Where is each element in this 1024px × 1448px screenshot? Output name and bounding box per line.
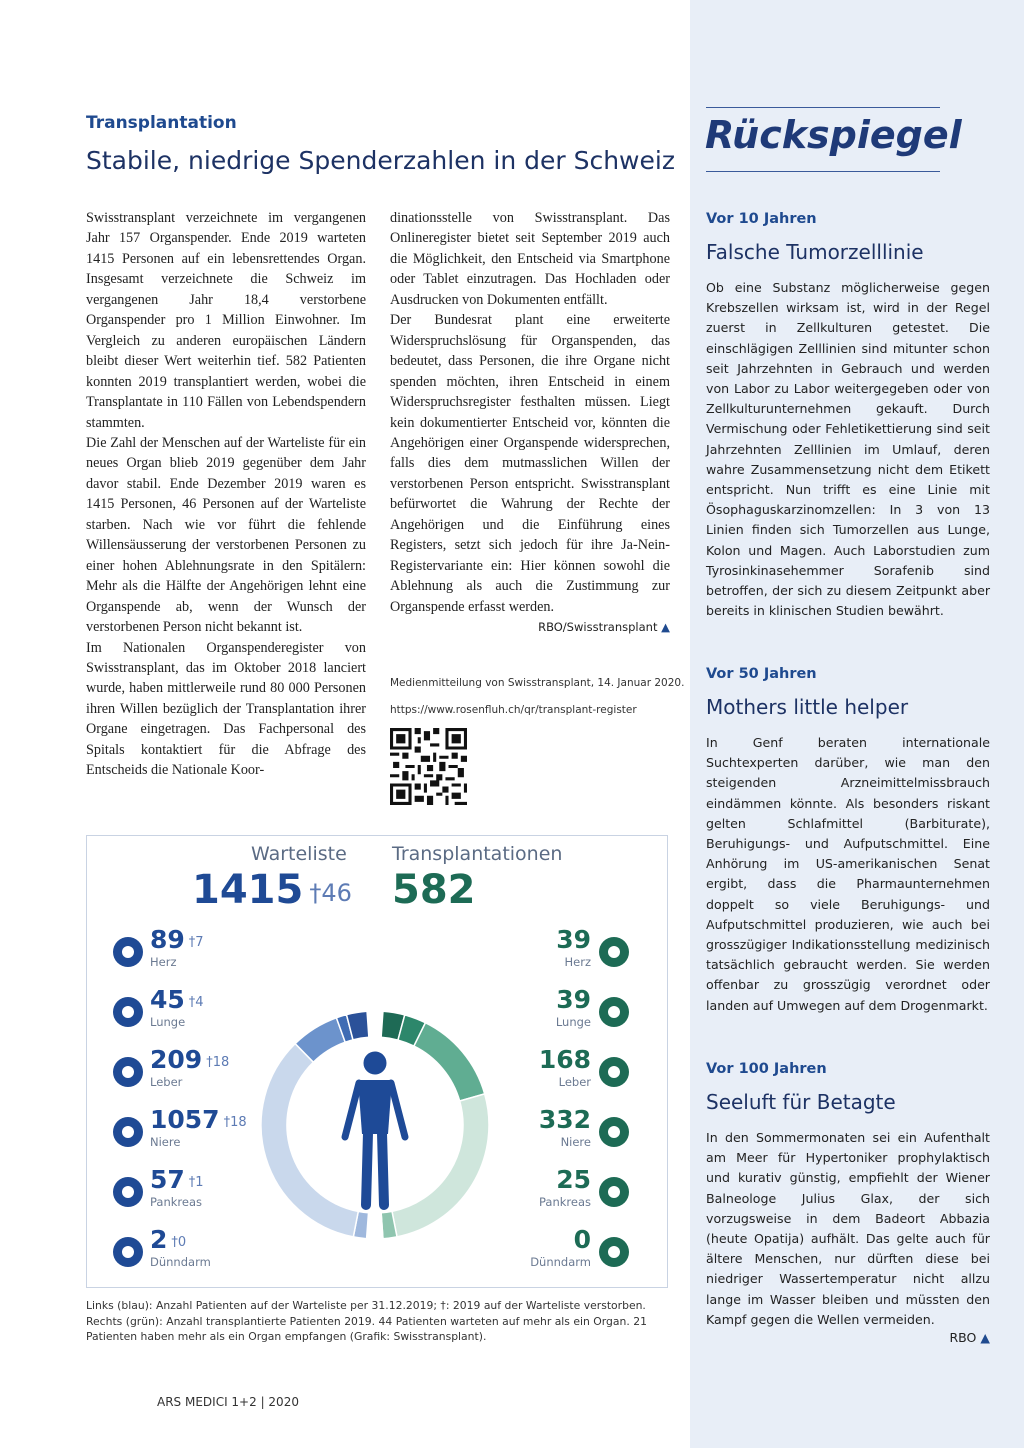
human-figure [341, 1051, 409, 1210]
organ-label: Dünndarm [150, 1255, 211, 1269]
caption: Links (blau): Anzahl Patienten auf der W… [86, 1299, 647, 1343]
paragraph: Im Nationalen Organspenderegister von Sw… [86, 639, 366, 779]
transplant-count: 25 [556, 1165, 591, 1194]
figure-body [358, 1080, 392, 1134]
transplant-total: 582 [392, 867, 476, 913]
column: Swisstransplant verzeichnete im vergange… [86, 208, 366, 781]
rule [706, 171, 940, 172]
figure-leg [361, 1128, 373, 1210]
organ-icon-mark [122, 1186, 134, 1198]
footer: ARS MEDICI 1+2 | 2020 [157, 1395, 299, 1409]
sidebar-title: Rückspiegel [705, 113, 962, 157]
figure-arm [387, 1079, 409, 1141]
waiting-count: 57 [150, 1165, 185, 1194]
sidebar-section: Vor 50 Jahren Mothers little helper In G… [706, 666, 990, 1016]
organ-icon-mark [608, 1006, 620, 1018]
qr-code [390, 728, 467, 805]
deaths-count: †7 [189, 935, 204, 950]
donut-segment-waiting [345, 1010, 370, 1041]
organ-icon-mark [122, 1006, 134, 1018]
organ-icon-mark [122, 946, 134, 958]
organ-label: Pankreas [539, 1195, 591, 1209]
transplant-count: 39 [556, 985, 591, 1014]
organ-label: Herz [565, 955, 592, 969]
section-kicker: Vor 10 Jahren [706, 211, 817, 227]
section-title: Mothers little helper [706, 695, 909, 719]
sidebar [690, 0, 1024, 1448]
infographic: Warteliste Transplantationen 1415 †46 582 89 †… [86, 835, 668, 1288]
section-text: In den Sommermonaten sei ein Aufenthalt … [706, 1130, 990, 1327]
triangle: ▲ [980, 1330, 990, 1346]
section-text: In Genf beraten internationale Suchtexpe… [706, 735, 990, 1013]
signature-line: RBO/Swisstransplant ▲ [390, 617, 670, 637]
waiting-deaths: †46 [309, 879, 352, 907]
sidebar-section: Vor 100 Jahren Seeluft für Betagte In de… [706, 1061, 990, 1345]
organ-icon-mark [608, 1066, 620, 1078]
organ-label: Leber [150, 1075, 183, 1089]
organ-label: Leber [559, 1075, 592, 1089]
section-kicker: Vor 50 Jahren [706, 666, 817, 682]
transplant-count: 39 [556, 925, 591, 954]
deaths-count: †4 [189, 995, 204, 1010]
waiting-count: 89 [150, 925, 185, 954]
deaths-count: †18 [206, 1055, 229, 1070]
paragraph: Der Bundesrat plant eine erweiterte Wide… [390, 312, 670, 615]
signature: RBO [949, 1330, 977, 1346]
url: https://www.rosenfluh.ch/qr/transplant-r… [390, 704, 637, 716]
sidebar-section: Vor 10 Jahren Falsche Tumorzelllinie Ob … [706, 211, 990, 621]
waiting-count: 1057 [150, 1105, 220, 1134]
organ-label: Dünndarm [530, 1255, 591, 1269]
organ-icon-mark [122, 1126, 134, 1138]
waiting-total: 1415 [192, 867, 303, 913]
source: Medienmitteilung von Swisstransplant, 14… [390, 677, 685, 689]
column: dinationsstelle von Swisstransplant. Das… [390, 208, 670, 638]
organ-icon-mark [122, 1246, 134, 1258]
rule [706, 107, 940, 108]
organ-label: Pankreas [150, 1195, 202, 1209]
organ-icon-mark [608, 1186, 620, 1198]
transplant-count: 168 [539, 1045, 591, 1074]
organ-label: Lunge [150, 1015, 185, 1029]
deaths-count: †1 [189, 1175, 204, 1190]
paragraph: dinationsstelle von Swisstransplant. Das… [390, 210, 670, 308]
section-title: Falsche Tumorzelllinie [706, 240, 924, 264]
organ-icon-mark [608, 946, 620, 958]
deaths-count: †18 [224, 1115, 247, 1130]
organ-label: Niere [150, 1135, 180, 1149]
section-kicker: Vor 100 Jahren [706, 1061, 827, 1077]
figure-arm [341, 1079, 363, 1141]
waiting-count: 209 [150, 1045, 202, 1074]
section-title: Seeluft für Betagte [706, 1090, 896, 1114]
figure-leg [377, 1128, 389, 1210]
paragraph: Swisstransplant verzeichnete im vergange… [86, 210, 366, 431]
transplant-count: 332 [539, 1105, 591, 1134]
transplant-count: 0 [574, 1225, 591, 1254]
headline: Stabile, niedrige Spenderzahlen in der S… [86, 146, 675, 175]
organ-label: Niere [561, 1135, 591, 1149]
deaths-count: †0 [171, 1235, 186, 1250]
transplant-title: Transplantationen [391, 843, 562, 865]
paragraph: Die Zahl der Menschen auf der Warteliste… [86, 434, 366, 636]
figure-head [363, 1051, 387, 1075]
organ-icon-mark [122, 1066, 134, 1078]
organ-label: Lunge [556, 1015, 591, 1029]
signature: RBO/Swisstransplant [538, 620, 658, 635]
waiting-count: 2 [150, 1225, 167, 1254]
kicker: Transplantation [86, 113, 237, 133]
organ-label: Herz [150, 955, 177, 969]
section-text: Ob eine Substanz möglicherweise gegen Kr… [706, 280, 990, 619]
waiting-title: Warteliste [251, 843, 347, 865]
organ-icon-mark [608, 1246, 620, 1258]
organ-icon-mark [608, 1126, 620, 1138]
donut-segment-transplants [380, 1212, 384, 1239]
waiting-count: 45 [150, 985, 185, 1014]
signature-line: RBO ▲ [706, 1330, 991, 1346]
triangle: ▲ [661, 620, 670, 635]
